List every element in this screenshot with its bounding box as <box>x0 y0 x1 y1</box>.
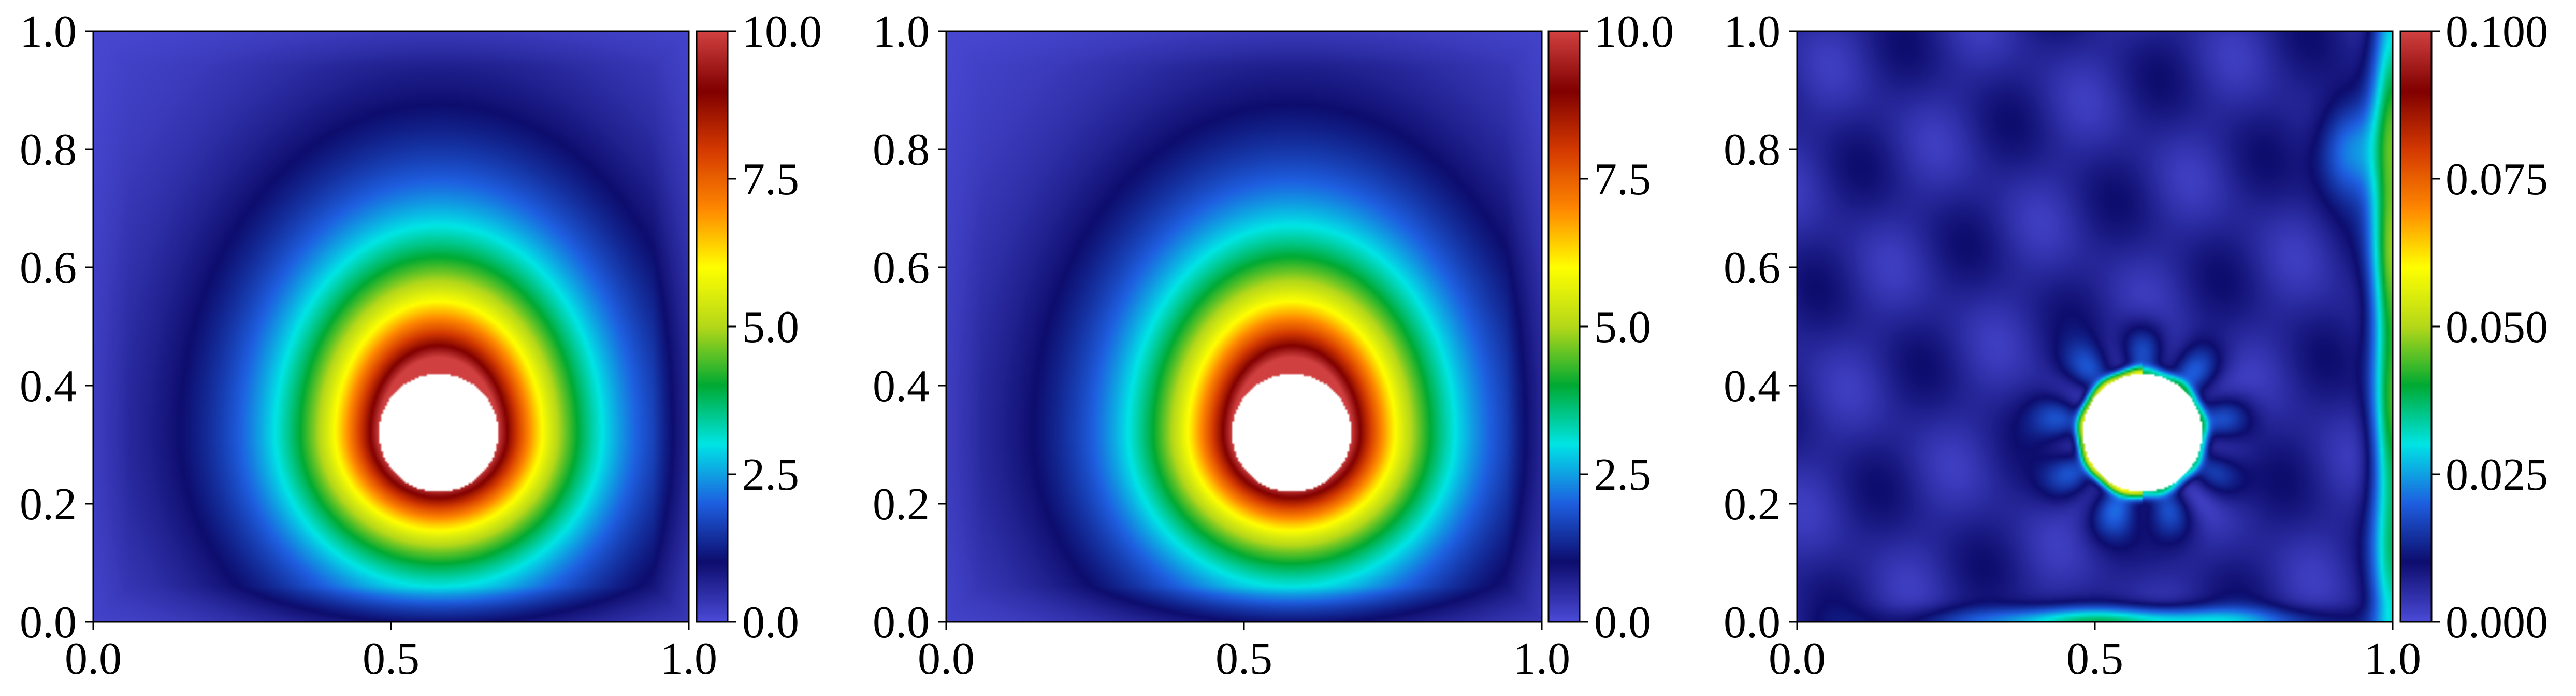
x-tick-label-2-0: 0.0 <box>918 634 975 684</box>
y-tick-label-1-5: 1.0 <box>20 7 77 57</box>
y-tick-label-1-4: 0.8 <box>20 125 77 175</box>
panel-3: 0.0 0.5 1.0 0.0 0.2 0.4 0.6 0.8 1.0 <box>1724 7 2548 684</box>
cbar-tick-label-2-2: 5.0 <box>1594 302 1651 352</box>
y-axis-3: 0.0 0.2 0.4 0.6 0.8 1.0 <box>1724 7 1797 648</box>
colorbar-2: 0.0 2.5 5.0 7.5 10.0 <box>1547 7 1674 648</box>
cbar-tick-label-2-3: 7.5 <box>1594 154 1651 205</box>
y-tick-label-3-3: 0.6 <box>1724 243 1781 293</box>
y-tick-label-2-1: 0.2 <box>873 479 930 530</box>
heatmap-1 <box>93 31 689 622</box>
x-tick-label-1-2: 1.0 <box>660 634 717 684</box>
colorbar-gradient-1 <box>697 31 728 622</box>
colorbar-gradient-2 <box>1549 31 1580 622</box>
colorbar-gradient-3 <box>2400 31 2432 622</box>
cbar-tick-label-1-2: 5.0 <box>742 302 799 352</box>
cbar-tick-label-1-0: 0.0 <box>742 598 799 648</box>
cbar-tick-label-3-1: 0.025 <box>2445 450 2548 500</box>
y-tick-label-1-1: 0.2 <box>20 479 77 530</box>
y-tick-label-3-0: 0.0 <box>1724 598 1781 648</box>
cbar-tick-label-2-1: 2.5 <box>1594 450 1651 500</box>
y-tick-label-2-5: 1.0 <box>873 7 930 57</box>
cbar-tick-label-3-0: 0.000 <box>2445 598 2548 648</box>
y-tick-label-2-0: 0.0 <box>873 598 930 648</box>
heatmap-2 <box>946 31 1542 622</box>
panel-2: 0.0 0.5 1.0 0.0 0.2 0.4 0.6 0.8 1.0 <box>873 7 1674 684</box>
x-tick-label-3-1: 0.5 <box>2066 634 2123 684</box>
x-tick-label-3-0: 0.0 <box>1769 634 1826 684</box>
cbar-tick-label-2-4: 10.0 <box>1594 7 1674 57</box>
y-tick-label-3-1: 0.2 <box>1724 479 1781 530</box>
cbar-tick-label-3-3: 0.075 <box>2445 154 2548 205</box>
cbar-tick-label-3-4: 0.100 <box>2445 7 2548 57</box>
x-axis-2: 0.0 0.5 1.0 <box>918 622 1570 684</box>
x-axis-1: 0.0 0.5 1.0 <box>65 622 717 684</box>
y-axis-1: 0.0 0.2 0.4 0.6 0.8 1.0 <box>20 7 93 648</box>
x-axis-3: 0.0 0.5 1.0 <box>1769 622 2421 684</box>
x-tick-label-1-0: 0.0 <box>65 634 122 684</box>
y-tick-label-1-3: 0.6 <box>20 243 77 293</box>
colorbar-3: 0.000 0.025 0.050 0.075 0.100 <box>2399 7 2548 648</box>
y-tick-label-2-4: 0.8 <box>873 125 930 175</box>
x-tick-label-2-2: 1.0 <box>1513 634 1570 684</box>
y-tick-label-3-4: 0.8 <box>1724 125 1781 175</box>
cbar-tick-label-2-0: 0.0 <box>1594 598 1651 648</box>
colorbar-1: 0.0 2.5 5.0 7.5 10.0 <box>696 7 822 648</box>
heatmap-3 <box>1797 31 2393 622</box>
y-tick-label-1-0: 0.0 <box>20 598 77 648</box>
cbar-tick-label-1-3: 7.5 <box>742 154 799 205</box>
x-tick-label-1-1: 0.5 <box>363 634 419 684</box>
x-tick-label-2-1: 0.5 <box>1215 634 1272 684</box>
y-tick-label-2-2: 0.4 <box>873 361 930 411</box>
panel-1: 0.0 0.5 1.0 0.0 0.2 0.4 0.6 0.8 1.0 <box>20 7 822 684</box>
cbar-tick-label-3-2: 0.050 <box>2445 302 2548 352</box>
y-tick-label-3-2: 0.4 <box>1724 361 1781 411</box>
y-tick-label-1-2: 0.4 <box>20 361 77 411</box>
y-tick-label-2-3: 0.6 <box>873 243 930 293</box>
y-tick-label-3-5: 1.0 <box>1724 7 1781 57</box>
cbar-tick-label-1-4: 10.0 <box>742 7 822 57</box>
y-axis-2: 0.0 0.2 0.4 0.6 0.8 1.0 <box>873 7 946 648</box>
x-tick-label-3-2: 1.0 <box>2364 634 2421 684</box>
cbar-tick-label-1-1: 2.5 <box>742 450 799 500</box>
